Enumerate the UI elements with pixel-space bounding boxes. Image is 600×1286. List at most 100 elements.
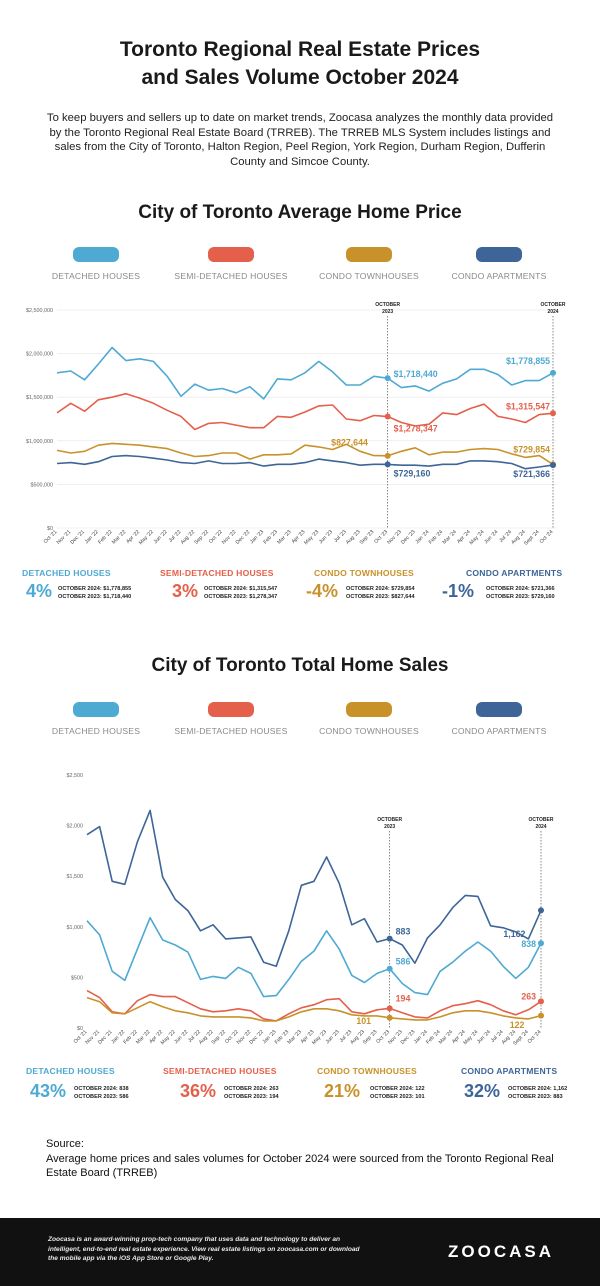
sales-y-tick-label: $1,000 [67,925,84,931]
sales-legend-label-detached: DETACHED HOUSES [51,726,141,736]
price-x-tick-label: Feb '23 [262,529,278,545]
price-data-label-condo-apartments: $721,366 [513,469,550,479]
sales-x-tick-label: Jun '22 [173,1029,189,1045]
sales-data-label-detached-houses: 838 [521,939,536,949]
sales-legend-swatch-townhouse [346,702,392,717]
price-x-tick-label: Sept '24 [523,529,541,547]
price-x-tick-label: May '22 [138,529,155,546]
sales-y-tick-label: $2,500 [67,773,84,779]
sales-stat-townhouse-name: CONDO TOWNHOUSES [317,1066,417,1076]
price-stat-condo-apt-values: OCTOBER 2024: $721,366 OCTOBER 2023: $72… [486,585,555,601]
sales-stat-detached-line2: OCTOBER 2023: 586 [74,1094,129,1100]
price-point-condo-apartments [384,461,391,468]
price-stat-condo-apt-pct: -1% [442,581,475,601]
legend-detached: DETACHED HOUSES [21,247,171,281]
sales-stat-condo-apt-pct: 32% [464,1081,501,1101]
sales-stat-semi-line2: OCTOBER 2023: 194 [224,1094,279,1100]
sales-series-detached-houses [86,916,542,998]
sales-stat-semi-line1: OCTOBER 2024: 263 [224,1086,279,1092]
price-data-label-detached-houses: $1,718,440 [394,369,438,379]
price-data-label-detached-houses: $1,778,855 [506,356,550,366]
price-stat-townhouse-line1: OCTOBER 2024: $729,854 [346,586,415,592]
sales-stat-condo-apt-line2: OCTOBER 2023: 883 [508,1094,563,1100]
price-data-label-condo-townhouses: $827,644 [331,438,368,448]
price-stat-detached-line1: OCTOBER 2024: $1,778,855 [58,586,132,592]
price-x-tick-label: Mar '24 [442,529,458,545]
sales-x-tick-label: Dec '21 [97,1029,114,1046]
sales-stat-condo-apt-values: OCTOBER 2024: 1,162 OCTOBER 2023: 883 [508,1085,567,1101]
price-stat-condo-apt: CONDO APARTMENTS [466,568,562,578]
sales-data-label-semi-detached-houses: 263 [521,991,536,1001]
price-x-tick-label: Feb '24 [428,529,444,545]
sales-stat-townhouse-line2: OCTOBER 2023: 101 [370,1094,425,1100]
price-stat-condo-apt-name: CONDO APARTMENTS [466,568,563,578]
price-stat-townhouse-name: CONDO TOWNHOUSES [314,568,414,578]
sales-stat-condo-apt: CONDO APARTMENTS [461,1066,557,1076]
sales-data-label-condo-townhouses: 122 [510,1020,525,1030]
sales-legend-semi: SEMI-DETACHED HOUSES [156,702,306,736]
price-data-label-condo-townhouses: $729,854 [513,444,550,454]
price-stat-townhouse: CONDO TOWNHOUSES [314,568,414,578]
price-stat-condo-apt-line1: OCTOBER 2024: $721,366 [486,586,555,592]
sales-data-label-condo-apartments: 883 [396,927,411,937]
sales-data-label-semi-detached-houses: 194 [396,993,411,1003]
price-x-tick-label: Sep '23 [359,529,376,546]
price-stats: DETACHED HOUSES 4% OCTOBER 2024: $1,778,… [0,568,600,612]
sales-x-tick-label: Dec '23 [400,1029,417,1046]
sales-y-tick-label: $2,000 [67,824,84,830]
legend-swatch-semi [208,247,254,262]
sales-marker-label: 2024 [535,824,546,830]
sales-x-tick-label: Jun '24 [476,1029,492,1045]
price-y-tick-label: $1,000,000 [26,439,53,445]
source-text: Average home prices and sales volumes fo… [46,1152,554,1180]
sales-section-title: City of Toronto Total Home Sales [151,655,449,676]
legend-condo-apt: CONDO APARTMENTS [424,247,574,281]
sales-stat-semi: SEMI-DETACHED HOUSES [163,1066,277,1076]
sales-marker-label: OCTOBER [529,817,554,823]
legend-swatch-townhouse [346,247,392,262]
sales-stat-semi-name: SEMI-DETACHED HOUSES [163,1066,277,1076]
sales-legend-condo-apt: CONDO APARTMENTS [424,702,574,736]
sales-x-tick-label: Jun '23 [325,1029,341,1045]
price-x-tick-label: Dec '21 [69,529,86,546]
sales-stat-detached-line1: OCTOBER 2024: 838 [74,1086,129,1092]
price-y-tick-label: $0 [47,526,53,532]
price-point-semi-detached-houses [550,410,556,417]
sales-x-tick-label: Sep '22 [211,1029,228,1046]
price-stat-semi-name: SEMI-DETACHED HOUSES [160,568,274,578]
price-y-tick-label: $1,500,000 [26,395,53,401]
sales-x-tick-label: Dec '22 [248,1029,265,1046]
sales-stat-detached: DETACHED HOUSES [26,1066,115,1076]
price-legend: DETACHED HOUSES SEMI-DETACHED HOUSES CON… [0,247,600,291]
sales-legend-detached: DETACHED HOUSES [21,702,171,736]
price-stat-detached: DETACHED HOUSES [22,568,111,578]
price-x-tick-label: Mar '23 [276,529,292,545]
sales-stats: DETACHED HOUSES 43% OCTOBER 2024: 838 OC… [0,1066,600,1110]
sales-series-semi-detached-houses [86,989,542,1022]
price-series-condo-townhouses [56,442,554,466]
sales-stat-townhouse-pct: 21% [324,1081,361,1101]
price-stat-detached-name: DETACHED HOUSES [22,568,111,578]
price-x-tick-label: Jun '22 [153,529,169,545]
price-marker-label: OCTOBER [375,302,400,308]
sales-stat-detached-name: DETACHED HOUSES [26,1066,115,1076]
sales-y-tick-label: $500 [71,975,83,981]
sales-point-semi-detached-houses [538,998,544,1005]
price-stat-townhouse-values: OCTOBER 2024: $729,854 OCTOBER 2023: $82… [346,585,415,601]
legend-label-condo-apt: CONDO APARTMENTS [451,271,547,281]
sales-point-condo-townhouses [386,1014,393,1021]
sales-data-label-condo-townhouses: 101 [356,1016,371,1026]
source-block: Source: Average home prices and sales vo… [46,1137,566,1181]
legend-swatch-detached [73,247,119,262]
sales-point-condo-townhouses [538,1012,544,1019]
price-stat-semi-values: OCTOBER 2024: $1,315,547 OCTOBER 2023: $… [204,585,277,601]
legend-label-detached: DETACHED HOUSES [51,271,141,281]
sales-x-tick-label: Oct '24 [527,1029,543,1045]
price-data-label-semi-detached-houses: $1,315,547 [506,401,550,411]
sales-data-label-condo-apartments: 1,162 [503,929,525,939]
sales-legend-label-semi: SEMI-DETACHED HOUSES [174,726,288,736]
legend-label-townhouse: CONDO TOWNHOUSES [319,271,419,281]
price-x-tick-label: Mar '22 [111,529,127,545]
price-point-semi-detached-houses [384,413,391,420]
